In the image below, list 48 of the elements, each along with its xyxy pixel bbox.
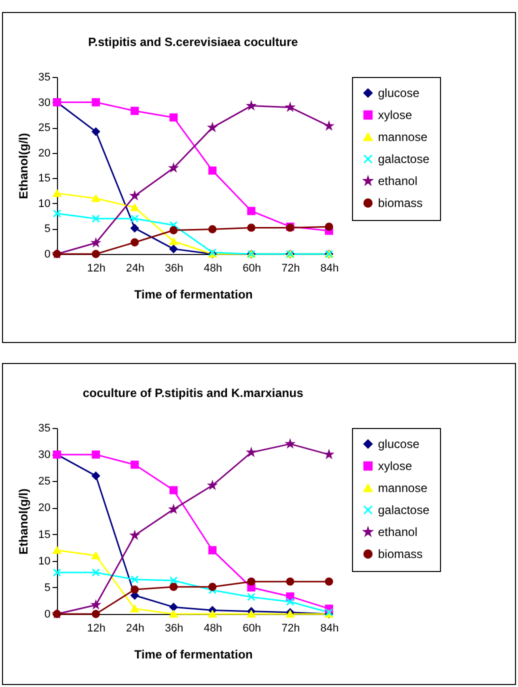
y-tick-label: 20 [38, 147, 50, 160]
x-tick-label: 48h [204, 622, 222, 634]
legend-label: glucose [378, 437, 420, 451]
x-tick-label: 12h [87, 262, 106, 274]
y-tick-label: 30 [38, 449, 50, 462]
x-tick-label: 36h [164, 622, 184, 634]
chart-title: coculture of P.stipitis and K.marxianus [82, 386, 304, 400]
x-tick-label: 48h [204, 262, 222, 274]
y-tick-label: 5 [44, 223, 50, 236]
x-tick-label: 60h [242, 622, 261, 634]
x-tick-label: 84h [320, 622, 339, 634]
legend-label: galactose [378, 503, 430, 517]
y-tick-label: 35 [38, 72, 50, 84]
x-tick-label: 84h [320, 262, 339, 274]
chart-title: P.stipitis and S.cerevisiaea coculture [88, 35, 298, 49]
y-tick-label: 20 [38, 502, 50, 514]
x-tick-label: 12h [87, 622, 106, 634]
y-tick-label: 15 [38, 172, 50, 185]
y-tick-label: 25 [38, 476, 50, 488]
legend-label: ethanol [378, 525, 418, 539]
legend-label: glucose [378, 86, 420, 100]
legend-label: biomass [378, 196, 423, 210]
x-tick-label: 24h [126, 622, 144, 634]
y-tick-label: 15 [38, 528, 50, 541]
legend-label: ethanol [378, 174, 418, 188]
y-tick-label: 0 [44, 248, 50, 260]
x-tick-label: 24h [126, 262, 144, 274]
legend-label: xylose [378, 108, 412, 122]
legend-label: galactose [378, 152, 430, 166]
x-tick-label: 72h [281, 622, 300, 634]
y-tick-label: 30 [38, 96, 50, 109]
x-tick-label: 72h [281, 262, 300, 274]
x-tick-label: 36h [164, 262, 184, 274]
x-axis-title: Time of fermentation [134, 288, 253, 302]
y-axis-title: Ethanol(g/l) [16, 133, 30, 199]
legend-label: biomass [378, 547, 423, 561]
y-tick-label: 25 [38, 122, 50, 134]
y-tick-label: 10 [38, 198, 50, 210]
legend-label: mannose [378, 481, 428, 495]
y-tick-label: 10 [38, 555, 50, 568]
y-tick-label: 35 [38, 422, 50, 434]
legend-label: mannose [378, 130, 428, 144]
y-tick-label: 0 [44, 608, 50, 620]
legend-label: xylose [378, 459, 412, 473]
x-tick-label: 60h [242, 262, 261, 274]
y-tick-label: 5 [44, 582, 50, 594]
x-axis-title: Time of fermentation [134, 648, 253, 662]
y-axis-title: Ethanol(g/l) [16, 488, 30, 554]
